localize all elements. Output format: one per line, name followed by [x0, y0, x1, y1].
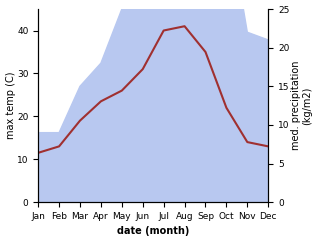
X-axis label: date (month): date (month)	[117, 227, 190, 236]
Y-axis label: max temp (C): max temp (C)	[5, 72, 16, 139]
Y-axis label: med. precipitation
(kg/m2): med. precipitation (kg/m2)	[291, 61, 313, 150]
